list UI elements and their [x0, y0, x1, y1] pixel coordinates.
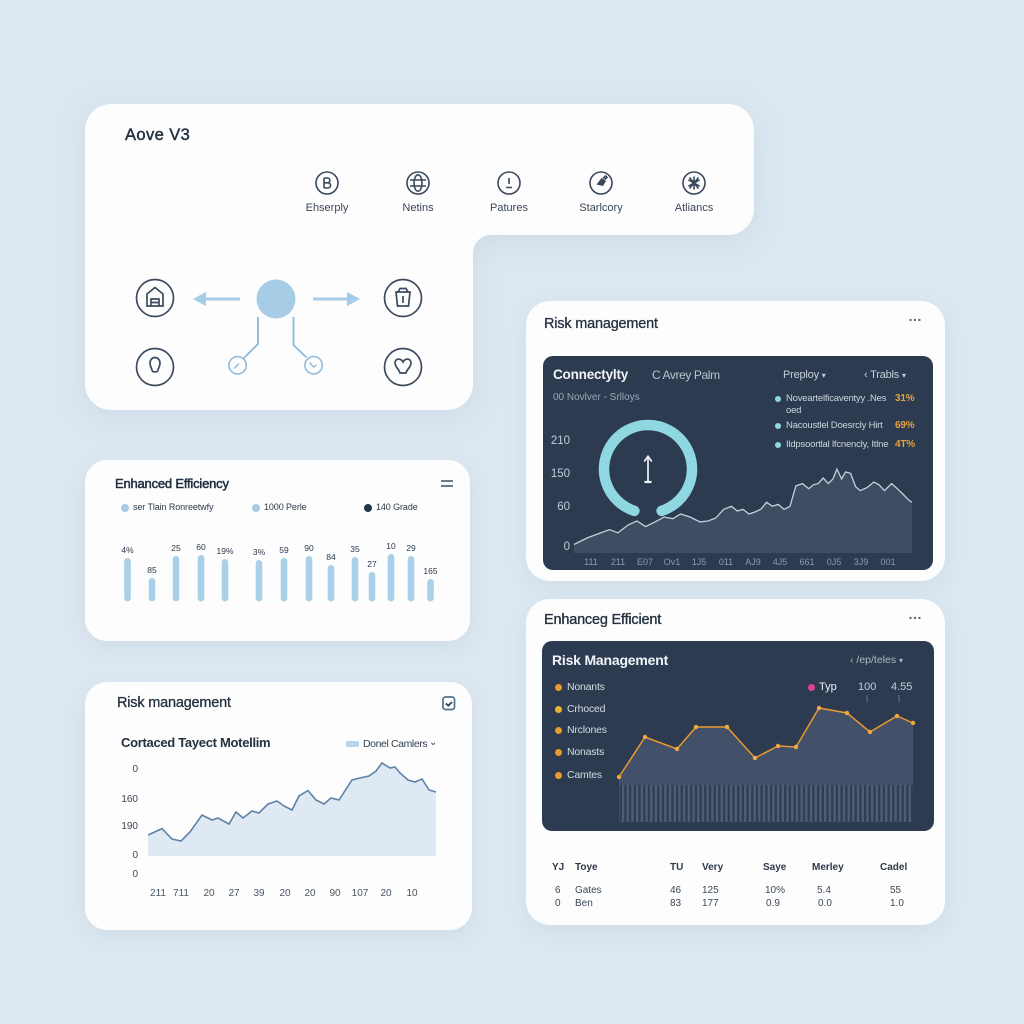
- svg-text:19%: 19%: [216, 546, 233, 556]
- svg-text:59: 59: [279, 545, 289, 555]
- svg-text:25: 25: [171, 543, 181, 553]
- svg-text:27: 27: [367, 559, 377, 569]
- svg-text:4%: 4%: [121, 545, 134, 555]
- svg-text:3%: 3%: [253, 547, 266, 557]
- svg-text:60: 60: [196, 542, 206, 552]
- svg-text:35: 35: [350, 544, 360, 554]
- svg-text:85: 85: [147, 565, 157, 575]
- svg-text:29: 29: [406, 543, 416, 553]
- svg-text:165: 165: [423, 566, 437, 576]
- svg-text:90: 90: [304, 543, 314, 553]
- svg-text:10: 10: [386, 541, 396, 551]
- svg-text:84: 84: [326, 552, 336, 562]
